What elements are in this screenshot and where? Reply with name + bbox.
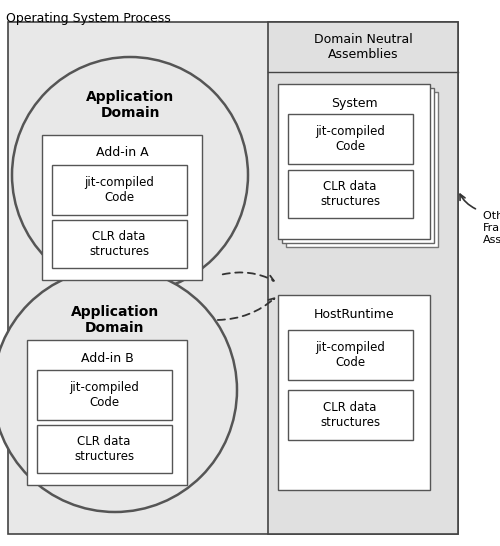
Bar (27, 340, 187, 485)
Bar (37, 425, 172, 473)
Text: Other .NET
Framework
Assemblies: Other .NET Framework Assemblies (483, 211, 500, 245)
Text: CLR data
structures: CLR data structures (89, 230, 149, 258)
Text: Application
Domain: Application Domain (71, 305, 159, 335)
Text: Domain Neutral
Assemblies: Domain Neutral Assemblies (314, 33, 412, 61)
Circle shape (0, 268, 237, 512)
Bar (37, 370, 172, 420)
Bar (288, 330, 413, 380)
Text: HostRuntime: HostRuntime (314, 308, 394, 322)
Bar (288, 390, 413, 440)
Bar (286, 92, 438, 247)
Text: CLR data
structures: CLR data structures (320, 401, 380, 429)
Text: jit-compiled
Code: jit-compiled Code (69, 381, 139, 409)
Bar (282, 88, 434, 243)
Text: Application
Domain: Application Domain (86, 90, 174, 120)
Text: Add-in A: Add-in A (96, 146, 148, 159)
Bar (268, 22, 458, 534)
Bar (52, 220, 187, 268)
Text: jit-compiled
Code: jit-compiled Code (315, 125, 385, 153)
Bar (278, 295, 430, 490)
Bar (278, 84, 430, 239)
Circle shape (12, 57, 248, 293)
Bar (42, 135, 202, 280)
Text: Add-in B: Add-in B (80, 352, 134, 365)
Text: Operating System Process: Operating System Process (6, 12, 171, 25)
Text: CLR data
structures: CLR data structures (320, 180, 380, 208)
Text: System: System (330, 97, 378, 110)
Bar (52, 165, 187, 215)
Text: jit-compiled
Code: jit-compiled Code (315, 341, 385, 369)
Text: jit-compiled
Code: jit-compiled Code (84, 176, 154, 204)
Bar (288, 170, 413, 218)
Bar (288, 114, 413, 164)
Text: CLR data
structures: CLR data structures (74, 435, 134, 463)
